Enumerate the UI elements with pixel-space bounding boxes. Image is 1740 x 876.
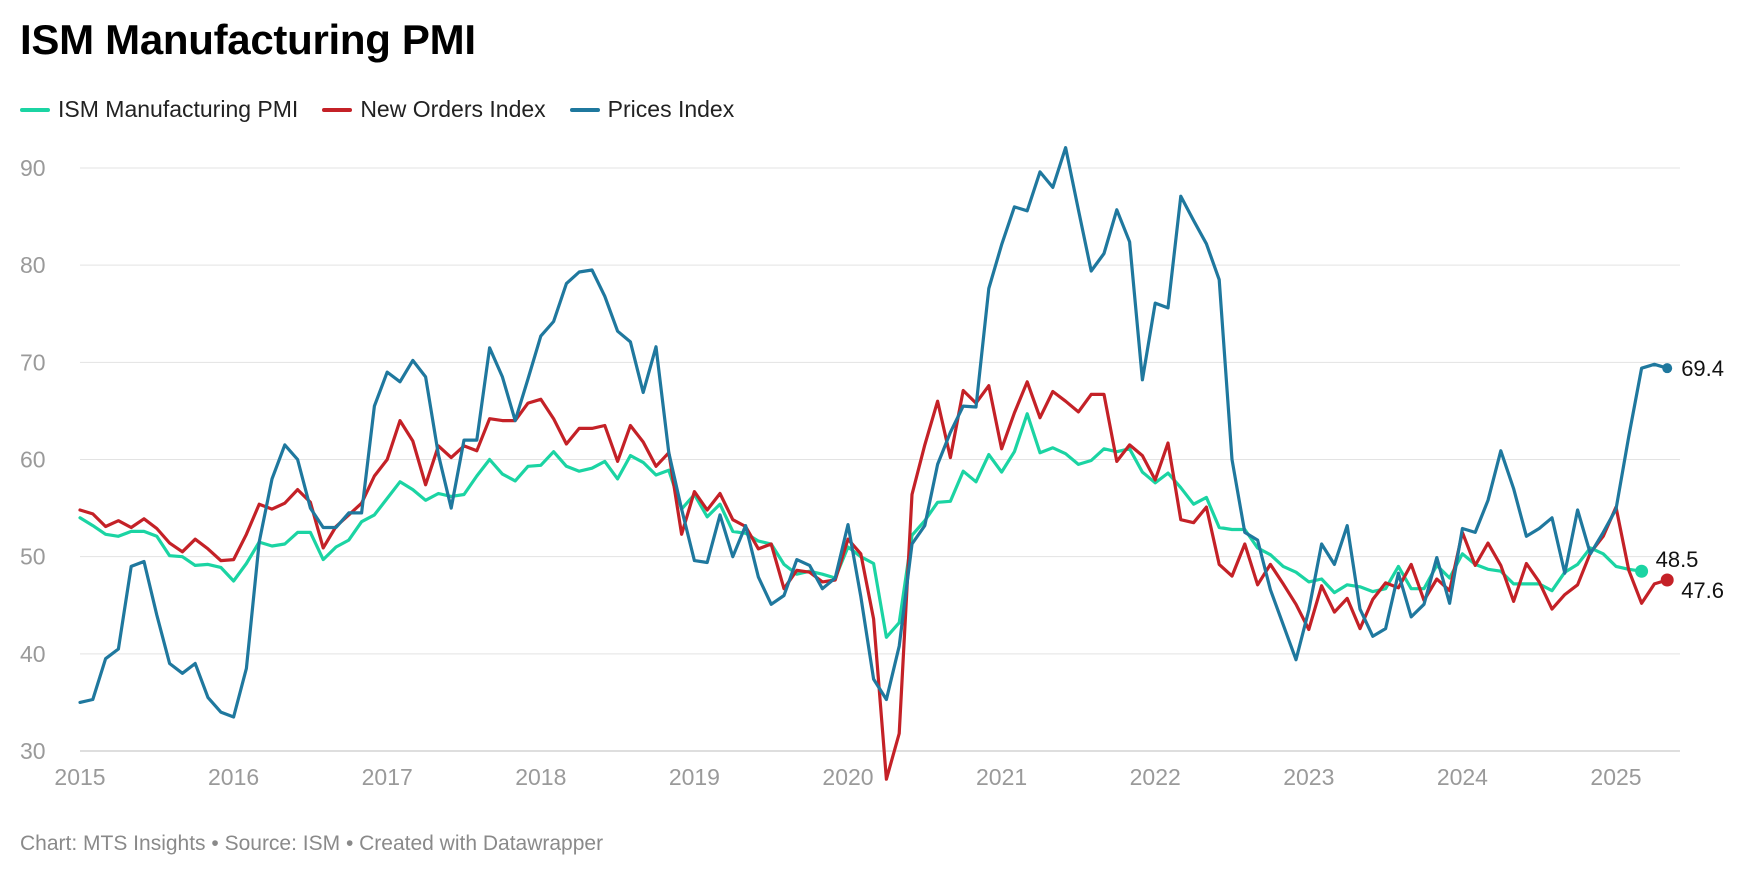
end-value-label: 69.4 — [1681, 356, 1724, 381]
x-tick-label: 2018 — [515, 764, 566, 790]
end-value-label: 47.6 — [1681, 578, 1724, 603]
legend-item: ISM Manufacturing PMI — [20, 96, 298, 123]
x-tick-label: 2015 — [54, 764, 105, 790]
series-line-prices-index — [78, 146, 1669, 719]
chart-footer: Chart: MTS Insights • Source: ISM • Crea… — [20, 832, 604, 855]
chart-legend: ISM Manufacturing PMI New Orders Index Pri… — [20, 96, 734, 123]
y-tick-label: 60 — [20, 447, 46, 473]
legend-label: New Orders Index — [360, 96, 546, 122]
y-tick-label: 70 — [20, 349, 46, 375]
y-tick-label: 40 — [20, 641, 46, 667]
x-tick-label: 2025 — [1590, 764, 1641, 790]
x-tick-label: 2024 — [1437, 764, 1488, 790]
x-tick-label: 2019 — [669, 764, 720, 790]
x-tick-label: 2017 — [362, 764, 413, 790]
y-tick-label: 90 — [20, 155, 46, 181]
x-tick-label: 2020 — [822, 764, 873, 790]
legend-item: New Orders Index — [322, 96, 546, 123]
end-value-label: 48.5 — [1656, 547, 1699, 572]
x-tick-label: 2021 — [976, 764, 1027, 790]
series-end-marker — [1660, 573, 1674, 587]
y-tick-label: 80 — [20, 252, 46, 278]
page-title: ISM Manufacturing PMI — [20, 16, 476, 63]
legend-swatch — [569, 107, 600, 112]
series-end-marker — [1662, 363, 1673, 374]
x-tick-label: 2022 — [1130, 764, 1181, 790]
x-tick-label: 2023 — [1283, 764, 1334, 790]
series-end-marker — [1635, 564, 1649, 578]
legend-swatch — [322, 107, 353, 112]
legend-label: ISM Manufacturing PMI — [58, 96, 299, 122]
y-tick-label: 30 — [20, 738, 46, 764]
y-tick-label: 50 — [20, 544, 46, 570]
x-tick-label: 2016 — [208, 764, 259, 790]
legend-label: Prices Index — [607, 96, 735, 122]
legend-item: Prices Index — [569, 96, 735, 123]
legend-swatch — [20, 107, 50, 112]
